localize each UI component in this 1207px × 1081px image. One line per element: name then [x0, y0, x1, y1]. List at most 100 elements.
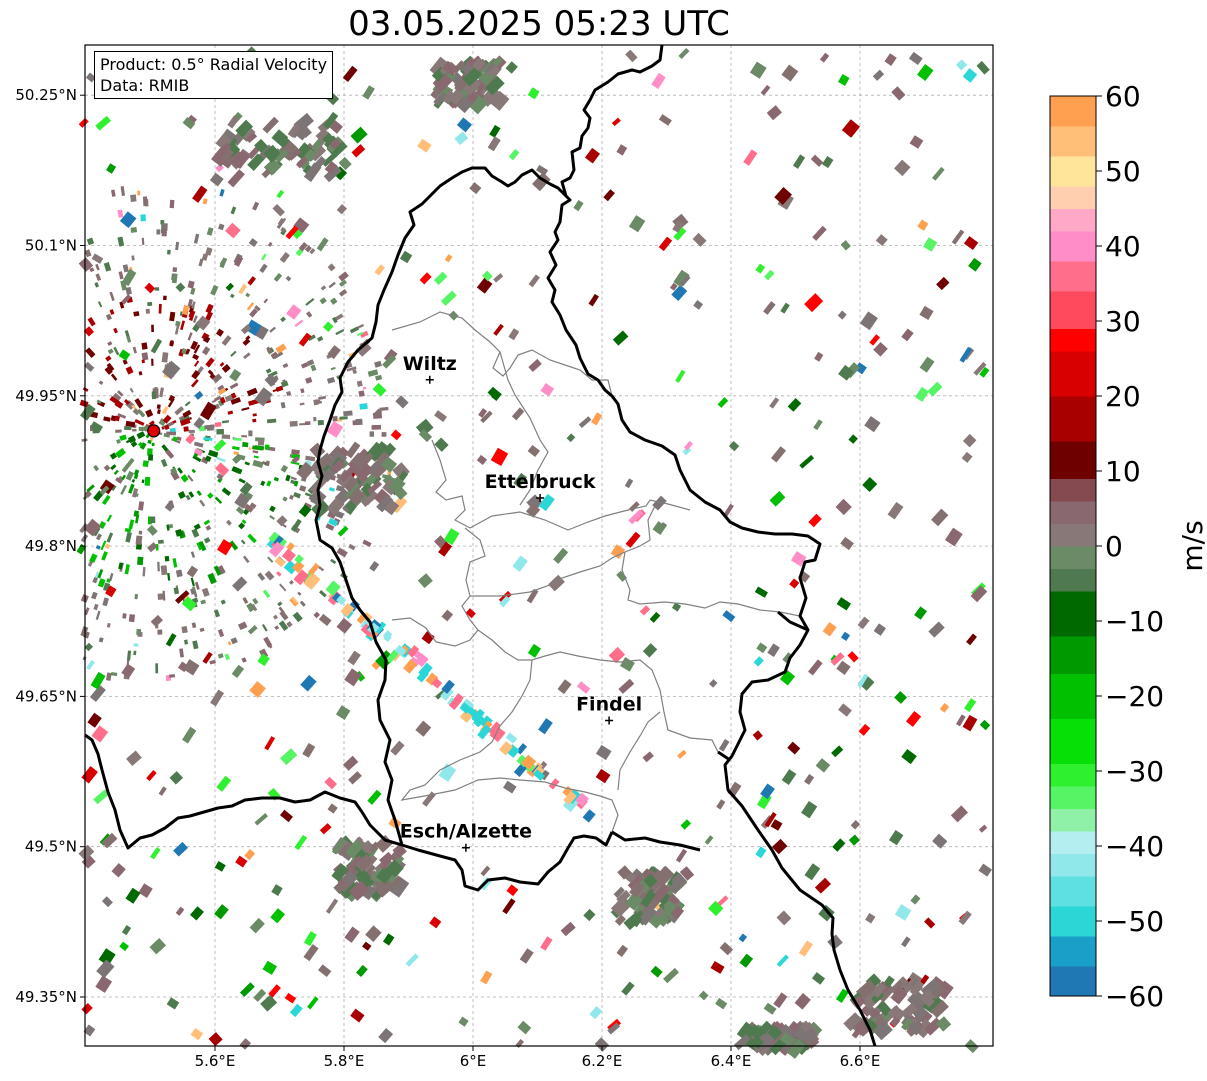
colorbar-band	[1050, 876, 1096, 907]
echo-cell	[160, 458, 168, 468]
echo-cell	[95, 263, 100, 271]
echo-cell	[242, 338, 251, 346]
echo-cell	[217, 565, 226, 575]
echo-cell	[262, 116, 279, 134]
echo-cell	[324, 161, 338, 175]
city-markers: Wiltz Ettelbruck Findel Esch/Alzette	[400, 353, 642, 852]
echo-cell	[124, 527, 132, 533]
echo-cell	[130, 227, 138, 233]
echo-cell	[339, 881, 351, 893]
echo-cell	[201, 253, 209, 261]
y-axis-ticks: 50.25°N 50.1°N 49.95°N 49.8°N 49.65°N 49.5°N 4…	[15, 86, 85, 1006]
echo-cell	[476, 454, 488, 466]
echo-cell	[640, 890, 657, 908]
colorbar-band	[1050, 853, 1096, 877]
echo-cell	[923, 237, 938, 252]
colorbar-ticks: 60 50 40 30 20 10 0 −10 −20 −30 −40 −50 −60	[1096, 80, 1164, 1013]
echo-cell	[326, 376, 336, 384]
echo-cell	[201, 587, 210, 597]
echo-cell	[682, 446, 692, 456]
echo-cell	[506, 884, 519, 897]
echo-cell	[199, 499, 206, 507]
echo-cell	[376, 494, 394, 513]
echo-cell	[386, 859, 404, 878]
echo-cell	[367, 480, 383, 495]
echo-cell	[639, 605, 651, 616]
echo-cell	[508, 148, 520, 161]
echo-cell	[915, 386, 929, 402]
echo-cell	[141, 359, 146, 364]
echo-cell	[147, 448, 153, 456]
echo-cell	[298, 241, 308, 252]
echo-cell	[151, 391, 157, 400]
echo-cell	[770, 819, 783, 831]
echo-cell	[950, 805, 969, 823]
echo-cell	[232, 576, 248, 592]
echo-cell	[787, 741, 801, 755]
colorbar-bands	[1050, 96, 1096, 997]
city-marker	[425, 375, 434, 384]
echo-cell	[642, 643, 658, 658]
echo-cell	[199, 401, 217, 421]
echo-cell	[95, 115, 112, 131]
echo-cell	[104, 366, 113, 375]
echo-cell	[169, 771, 184, 785]
echo-cell	[468, 94, 488, 115]
echo-cell	[371, 464, 387, 480]
echo-cell	[252, 201, 260, 211]
city-label: Ettelbruck	[485, 471, 596, 493]
echo-cell	[120, 186, 126, 196]
echo-cell	[218, 223, 225, 231]
echo-cell	[175, 906, 185, 916]
echo-cell	[125, 286, 132, 295]
echo-cell	[374, 264, 386, 276]
echo-cell	[625, 49, 638, 63]
echo-cell	[310, 146, 327, 162]
echo-cell	[214, 861, 226, 872]
echo-cell	[201, 346, 211, 356]
echo-cell	[368, 841, 380, 853]
echo-cell	[225, 282, 234, 292]
echo-cell	[242, 128, 256, 142]
echo-cell	[709, 679, 718, 688]
echo-cell	[503, 780, 517, 794]
echo-cell	[235, 119, 254, 138]
echo-cell	[790, 551, 807, 567]
echo-cell	[107, 348, 114, 355]
echo-cell	[294, 834, 308, 851]
echo-cell	[362, 941, 372, 951]
echo-cell	[779, 1032, 796, 1047]
echo-cell	[798, 940, 813, 957]
echo-cell	[95, 273, 102, 282]
echo-cell	[864, 416, 881, 433]
echo-cell	[241, 657, 247, 663]
colorbar-band	[1050, 936, 1096, 967]
echo-cell	[79, 403, 96, 421]
echo-cell	[188, 310, 196, 322]
echo-cell	[150, 516, 156, 524]
echo-cell	[836, 988, 849, 1004]
echo-cell	[317, 400, 323, 404]
echo-cell	[478, 71, 493, 86]
echo-cell	[300, 674, 317, 692]
echo-cell	[177, 490, 186, 500]
echo-cell	[207, 492, 214, 499]
echo-cell	[763, 301, 776, 315]
echo-cell	[149, 938, 167, 955]
echo-cell	[621, 981, 635, 996]
echo-cell	[907, 1021, 922, 1036]
echo-cell	[344, 481, 360, 499]
colorbar-band	[1050, 763, 1096, 787]
echo-cell	[675, 369, 686, 383]
echo-cell	[247, 276, 257, 286]
echo-cell	[190, 340, 199, 350]
echo-cell	[767, 1025, 783, 1040]
echo-cell	[121, 457, 135, 473]
echo-cell	[374, 878, 395, 898]
echo-cell	[193, 523, 201, 531]
echo-cell	[399, 250, 413, 264]
echo-cell	[278, 620, 289, 631]
echo-cell	[145, 409, 154, 418]
echo-cell	[249, 502, 257, 509]
echo-cell	[146, 770, 157, 782]
